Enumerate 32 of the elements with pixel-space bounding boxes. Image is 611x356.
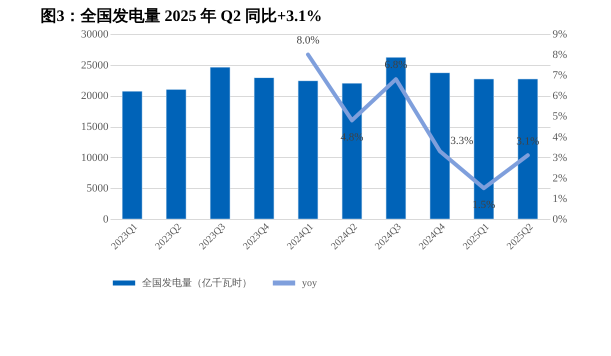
y2-tick-label: 1% [552,192,568,205]
y-tick-label: 10000 [81,152,109,164]
legend-label: 全国发电量（亿千瓦时） [142,277,252,289]
y2-tick-label: 3% [552,152,568,164]
bar [122,91,142,220]
bar [386,57,406,220]
data-label: 8.0% [296,34,320,47]
y2-tick-label: 8% [552,49,568,62]
bar [298,80,318,220]
y2-tick-label: 2% [552,172,568,184]
bar [210,67,230,220]
y2-tick-label: 0% [552,214,568,226]
y-tick-label: 30000 [81,28,109,40]
legend-label: yoy [302,278,317,289]
y2-tick-label: 7% [552,70,568,82]
bar [342,83,362,220]
bar [254,78,274,220]
y-tick-label: 0 [103,214,109,226]
bar [430,72,450,220]
y2-tick-label: 4% [552,131,568,144]
y-tick-label: 5000 [86,182,109,195]
y2-tick-label: 5% [552,110,568,123]
bar [474,78,494,220]
y-tick-label: 20000 [81,90,109,102]
y2-tick-label: 9% [552,28,568,40]
y2-tick-label: 6% [552,90,568,102]
bar [166,89,186,220]
chart-title: 图3：全国发电量 2025 年 Q2 同比+3.1% [40,7,322,25]
data-label: 3.3% [450,135,474,148]
bar [518,78,538,220]
y-tick-label: 15000 [81,121,109,133]
y-tick-label: 25000 [81,59,109,72]
